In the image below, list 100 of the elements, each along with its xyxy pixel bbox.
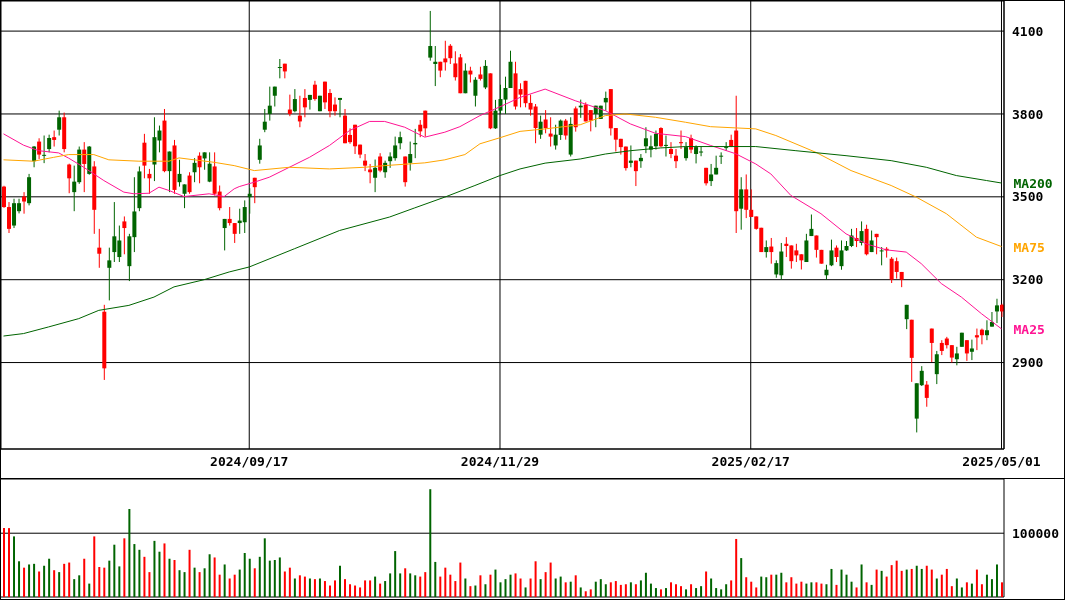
candlestick bbox=[894, 257, 899, 280]
bar bbox=[128, 508, 131, 597]
candlestick bbox=[849, 228, 854, 248]
bar bbox=[118, 566, 121, 597]
bar bbox=[599, 579, 602, 597]
candlestick bbox=[879, 246, 884, 266]
bar bbox=[93, 536, 96, 597]
bar bbox=[720, 589, 723, 597]
bar bbox=[850, 581, 853, 597]
bar bbox=[544, 572, 547, 597]
bar bbox=[760, 576, 763, 597]
bar bbox=[63, 563, 66, 597]
bar bbox=[810, 582, 813, 597]
bar bbox=[444, 567, 447, 597]
bar bbox=[233, 574, 236, 597]
x-tick-label: 2024/11/29 bbox=[460, 454, 540, 470]
candlestick bbox=[2, 185, 6, 209]
bar bbox=[23, 567, 26, 597]
candlestick bbox=[543, 109, 548, 134]
bar bbox=[333, 580, 336, 597]
bar bbox=[634, 584, 637, 597]
bar bbox=[664, 588, 667, 597]
candlestick bbox=[804, 233, 809, 263]
bar bbox=[695, 588, 698, 597]
bar bbox=[905, 569, 908, 597]
bar bbox=[990, 579, 993, 597]
bar bbox=[559, 576, 562, 597]
bar bbox=[835, 584, 838, 597]
bar bbox=[765, 577, 768, 597]
bar bbox=[153, 540, 156, 597]
candlestick bbox=[904, 304, 909, 330]
bar bbox=[985, 574, 988, 597]
bar bbox=[293, 578, 296, 597]
bar bbox=[564, 582, 567, 597]
bar bbox=[349, 584, 352, 597]
bar bbox=[158, 551, 161, 597]
bar bbox=[855, 587, 858, 597]
bar bbox=[258, 556, 261, 597]
y-tick-label: 4100 bbox=[1012, 23, 1044, 39]
bar bbox=[434, 561, 437, 597]
bar bbox=[48, 558, 51, 597]
bar bbox=[649, 583, 652, 597]
bar bbox=[840, 569, 843, 597]
candlestick bbox=[222, 218, 227, 251]
candlestick bbox=[247, 187, 252, 215]
bar bbox=[364, 580, 367, 597]
candlestick bbox=[839, 239, 844, 271]
bar bbox=[614, 581, 617, 597]
candlestick bbox=[307, 94, 312, 111]
bar bbox=[223, 564, 226, 597]
candlestick bbox=[498, 84, 503, 115]
bar bbox=[323, 581, 326, 597]
bar bbox=[148, 572, 151, 597]
candlestick bbox=[192, 157, 197, 183]
bar bbox=[1000, 582, 1003, 597]
bar bbox=[344, 579, 347, 597]
bar bbox=[825, 584, 828, 597]
candlestick bbox=[12, 198, 17, 229]
bar bbox=[198, 572, 201, 597]
bar bbox=[980, 584, 983, 597]
bar bbox=[795, 583, 798, 597]
bar bbox=[268, 560, 271, 597]
candlestick bbox=[573, 106, 578, 133]
candlestick bbox=[72, 165, 77, 212]
y-tick-label: 3800 bbox=[1012, 106, 1044, 122]
y-tick-label: 3200 bbox=[1012, 272, 1044, 288]
bar bbox=[78, 575, 81, 597]
candlestick bbox=[984, 319, 989, 341]
candlestick bbox=[538, 115, 543, 140]
candlestick bbox=[719, 151, 724, 165]
bar bbox=[910, 568, 913, 597]
bar bbox=[624, 584, 627, 597]
bar bbox=[845, 574, 848, 597]
candlestick bbox=[638, 153, 643, 169]
bar bbox=[885, 576, 888, 597]
bar bbox=[303, 576, 306, 597]
y-tick-label: 2900 bbox=[1012, 355, 1044, 371]
bar bbox=[183, 572, 186, 597]
candlestick bbox=[553, 124, 558, 151]
candlestick bbox=[57, 110, 62, 137]
bar bbox=[499, 582, 502, 597]
candlestick bbox=[503, 76, 508, 115]
bar bbox=[208, 554, 211, 597]
bar bbox=[18, 561, 21, 597]
bar bbox=[690, 584, 693, 597]
candlestick bbox=[924, 380, 929, 408]
bar bbox=[589, 589, 592, 597]
bar bbox=[865, 582, 868, 597]
bar bbox=[534, 561, 537, 597]
bar bbox=[414, 575, 417, 597]
bar bbox=[3, 528, 5, 597]
bar bbox=[654, 588, 657, 597]
bar bbox=[659, 589, 662, 597]
bar bbox=[354, 585, 357, 597]
candlestick bbox=[187, 171, 192, 195]
candlestick bbox=[814, 235, 819, 259]
bar bbox=[895, 560, 898, 597]
candlestick bbox=[42, 135, 47, 164]
bar bbox=[970, 583, 973, 597]
candlestick bbox=[954, 346, 959, 366]
